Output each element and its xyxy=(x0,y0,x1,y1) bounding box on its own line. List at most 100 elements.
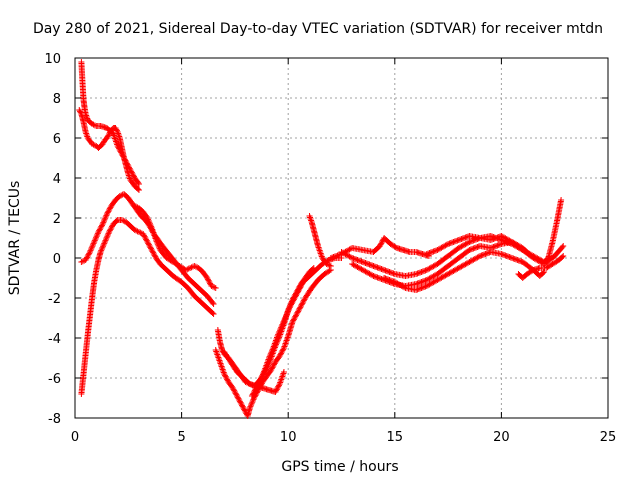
data-point xyxy=(323,261,330,267)
series-arc-5 xyxy=(131,203,219,291)
data-point xyxy=(103,234,110,241)
data-point xyxy=(275,331,282,338)
data-point xyxy=(465,247,472,254)
data-point xyxy=(283,313,290,319)
data-point xyxy=(137,229,144,236)
data-point xyxy=(234,394,241,401)
data-point xyxy=(102,215,109,222)
y-tick-label: 2 xyxy=(53,212,61,227)
data-point xyxy=(275,382,282,389)
data-point xyxy=(317,250,324,257)
data-point xyxy=(135,229,142,235)
data-point xyxy=(249,399,256,406)
data-point xyxy=(96,226,103,233)
data-point xyxy=(284,310,291,317)
data-point xyxy=(90,141,97,148)
data-point xyxy=(143,213,150,220)
data-point xyxy=(252,386,259,393)
data-point xyxy=(293,312,300,319)
data-point xyxy=(113,127,120,134)
data-point xyxy=(103,236,110,243)
data-point xyxy=(293,291,300,297)
data-point xyxy=(107,226,114,233)
data-point xyxy=(144,215,151,221)
data-point xyxy=(307,214,314,221)
data-point xyxy=(103,212,110,219)
data-point xyxy=(83,255,90,262)
data-point xyxy=(294,309,301,316)
data-point xyxy=(259,372,266,379)
data-point xyxy=(286,305,293,312)
data-point xyxy=(108,223,115,230)
data-point xyxy=(275,383,282,390)
data-point xyxy=(209,310,216,316)
data-point xyxy=(377,241,384,248)
data-point xyxy=(251,389,258,395)
data-point xyxy=(114,143,121,149)
data-point xyxy=(256,379,263,386)
data-point xyxy=(82,129,89,135)
data-point xyxy=(278,323,285,329)
data-point xyxy=(224,376,231,383)
data-point xyxy=(280,369,287,375)
data-point xyxy=(284,334,291,341)
data-point xyxy=(250,396,257,403)
data-point xyxy=(239,403,246,410)
x-tick-label: 5 xyxy=(177,430,185,445)
data-point xyxy=(285,307,292,314)
data-point xyxy=(134,228,141,235)
data-point xyxy=(279,321,286,328)
data-point xyxy=(104,133,111,140)
data-point xyxy=(141,233,148,240)
data-point xyxy=(89,121,96,127)
data-point xyxy=(101,240,108,247)
data-point xyxy=(209,283,216,290)
data-point xyxy=(85,251,92,258)
data-point xyxy=(135,181,142,187)
data-point xyxy=(94,231,101,238)
data-point xyxy=(392,244,399,251)
y-tick-label: 4 xyxy=(53,172,61,187)
data-point xyxy=(219,366,226,373)
data-point xyxy=(286,304,293,311)
data-point xyxy=(99,222,106,229)
data-point xyxy=(142,235,149,241)
data-point xyxy=(240,405,247,411)
data-point xyxy=(98,247,105,254)
data-point xyxy=(298,301,305,308)
data-point xyxy=(86,249,93,255)
data-point xyxy=(307,216,314,222)
data-point xyxy=(211,284,218,291)
data-point xyxy=(99,221,106,227)
data-point xyxy=(88,244,95,251)
data-point xyxy=(443,241,450,248)
data-point xyxy=(84,253,91,259)
data-point xyxy=(148,247,155,253)
data-point xyxy=(292,313,299,320)
data-point xyxy=(108,225,115,231)
data-point xyxy=(270,361,277,368)
data-point xyxy=(105,208,112,215)
y-tick-label: 8 xyxy=(53,92,61,107)
data-point xyxy=(236,397,243,403)
x-tick-label: 20 xyxy=(493,430,510,445)
data-point xyxy=(88,246,95,253)
data-point xyxy=(102,237,109,244)
data-point xyxy=(104,209,111,216)
series-arc-9 xyxy=(248,255,345,399)
data-point xyxy=(135,179,142,186)
data-point xyxy=(284,308,291,315)
data-point xyxy=(154,239,161,246)
data-point xyxy=(221,371,228,377)
data-point xyxy=(204,275,211,281)
data-point xyxy=(260,369,267,376)
data-point xyxy=(188,264,195,271)
data-point xyxy=(212,347,219,353)
data-point xyxy=(212,285,219,291)
data-point xyxy=(133,227,140,234)
data-point xyxy=(147,244,154,251)
data-point xyxy=(560,243,567,249)
data-point xyxy=(289,319,296,325)
data-point xyxy=(97,249,104,255)
